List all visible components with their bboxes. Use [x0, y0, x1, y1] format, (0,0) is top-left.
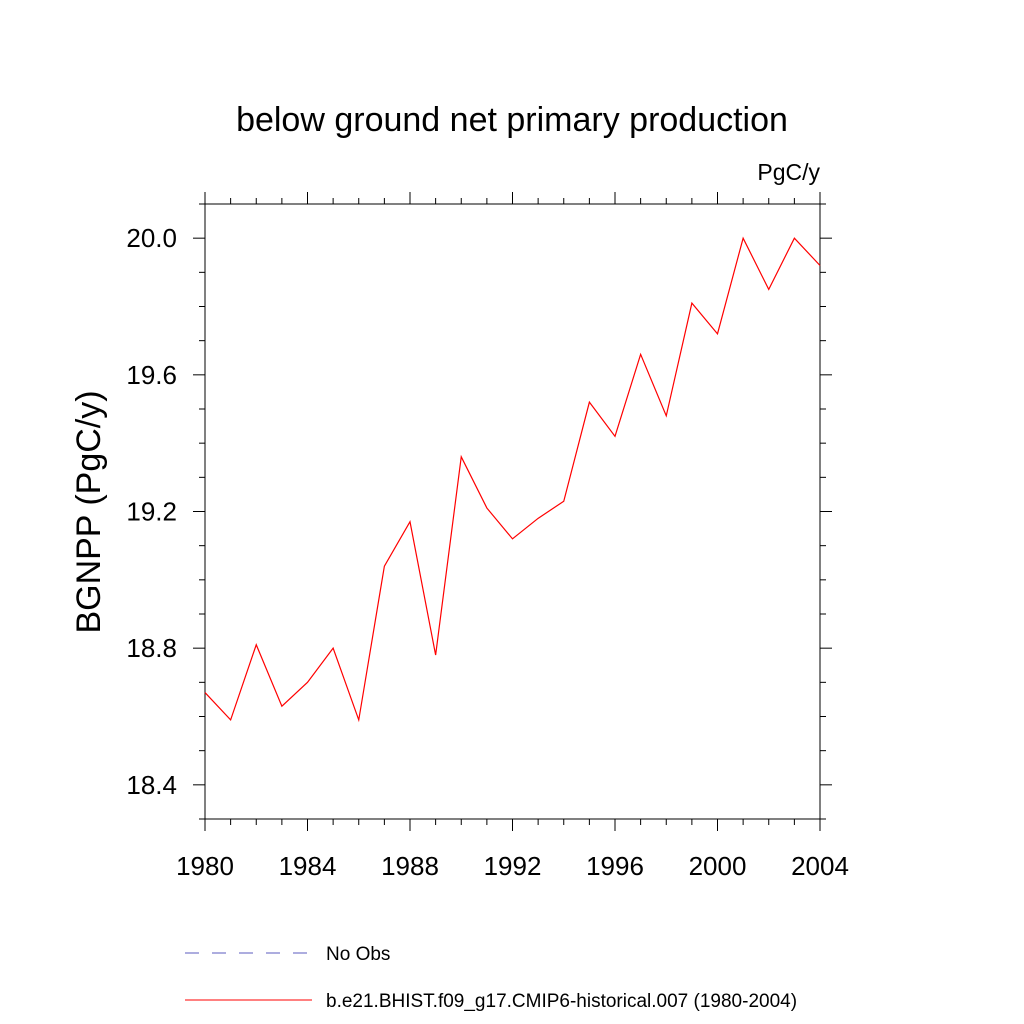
chart-title: below ground net primary production — [236, 101, 788, 139]
x-tick-label: 2000 — [689, 851, 747, 881]
x-tick-label: 1992 — [484, 851, 542, 881]
x-tick-label: 1980 — [176, 851, 234, 881]
tick-labels: 1980 1984 1988 1992 1996 2000 2004 18.4 18.8 19.2… — [126, 223, 849, 881]
series-layer — [204, 236, 821, 723]
x-tick-label: 1996 — [586, 851, 644, 881]
y-tick-label: 18.8 — [126, 633, 177, 663]
axis-ticks — [193, 192, 832, 831]
y-axis-label: BGNPP (PgC/y) — [70, 390, 108, 633]
y-tick-label: 18.4 — [126, 770, 177, 800]
legend-label: No Obs — [326, 944, 390, 965]
x-tick-label: 2004 — [791, 851, 849, 881]
y-tick-label: 20.0 — [126, 223, 177, 253]
x-tick-label: 1984 — [279, 851, 337, 881]
series-line — [204, 236, 821, 723]
x-tick-label: 1988 — [381, 851, 439, 881]
units-label: PgC/y — [757, 159, 820, 185]
legend: No Obs b.e21.BHIST.f09_g17.CMIP6-historic… — [185, 944, 797, 1012]
y-tick-label: 19.6 — [126, 360, 177, 390]
legend-label: b.e21.BHIST.f09_g17.CMIP6-historical.007… — [326, 991, 797, 1012]
y-tick-label: 19.2 — [126, 497, 177, 527]
